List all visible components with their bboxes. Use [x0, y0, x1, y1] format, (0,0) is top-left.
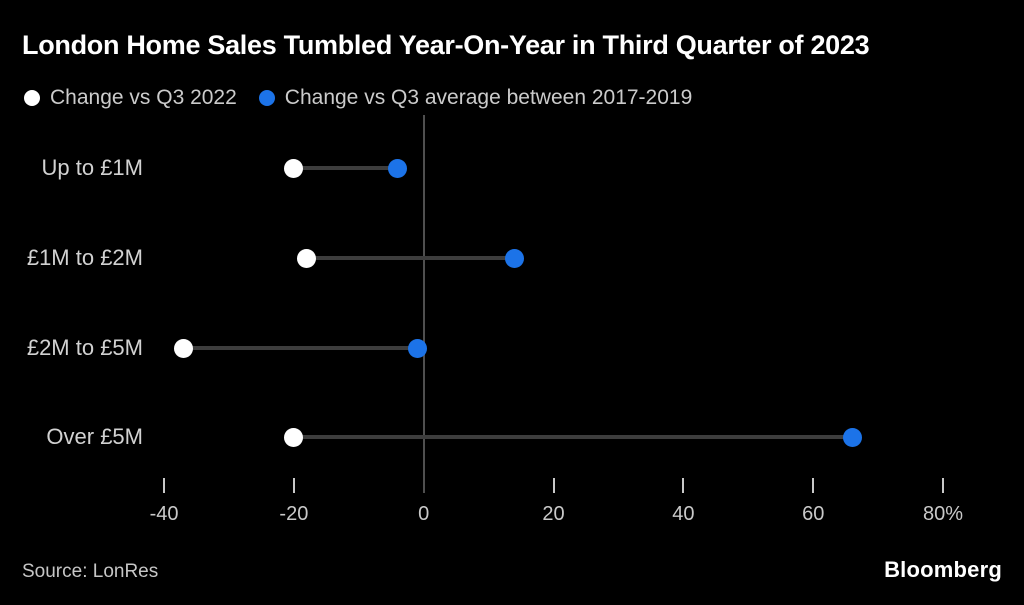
dot-change-vs-q3-average [505, 248, 525, 268]
legend-dot-white-icon [24, 90, 40, 106]
connector-line [293, 435, 853, 439]
category-label: Up to £1M [41, 155, 144, 180]
x-tick [292, 478, 295, 493]
x-tick-label: 80% [923, 503, 964, 525]
x-tick-label: 40 [672, 503, 695, 525]
legend: Change vs Q3 2022 Change vs Q3 average b… [24, 86, 692, 110]
chart-title: London Home Sales Tumbled Year-On-Year i… [22, 30, 870, 60]
connector-line [306, 256, 515, 260]
dot-change-vs-q3-average [388, 158, 408, 178]
legend-item-change-vs-q3-2022: Change vs Q3 2022 [24, 86, 237, 110]
x-tick [682, 478, 685, 493]
connector-line [293, 166, 398, 170]
dot-change-vs-q3-2022 [297, 248, 317, 268]
x-tick [942, 478, 945, 493]
x-tick-label: 20 [542, 503, 565, 525]
x-tick-label: 0 [418, 503, 430, 525]
dot-change-vs-q3-2022 [173, 338, 193, 358]
x-tick [163, 478, 166, 493]
bloomberg-logo: Bloomberg [884, 557, 1002, 582]
x-tick [812, 478, 815, 493]
source-label: Source: LonRes [22, 561, 159, 582]
dot-change-vs-q3-average [842, 427, 862, 447]
x-tick-label: 60 [802, 503, 825, 525]
legend-item-change-vs-q3-average: Change vs Q3 average between 2017-2019 [258, 86, 693, 110]
legend-label-change-vs-q3-average: Change vs Q3 average between 2017-2019 [284, 86, 693, 109]
x-tick-label: -20 [279, 503, 309, 525]
category-label: £2M to £5M [26, 335, 143, 360]
connector-line [183, 346, 418, 350]
dot-change-vs-q3-2022 [284, 158, 304, 178]
x-tick-label: -40 [149, 503, 179, 525]
category-label: £1M to £2M [26, 245, 143, 270]
legend-label-change-vs-q3-2022: Change vs Q3 2022 [50, 86, 237, 109]
category-label: Over £5M [46, 424, 143, 449]
zero-axis-line [422, 115, 425, 493]
dot-change-vs-q3-2022 [284, 427, 304, 447]
dot-change-vs-q3-average [407, 338, 427, 358]
x-tick [552, 478, 555, 493]
legend-dot-blue-icon [258, 90, 275, 106]
